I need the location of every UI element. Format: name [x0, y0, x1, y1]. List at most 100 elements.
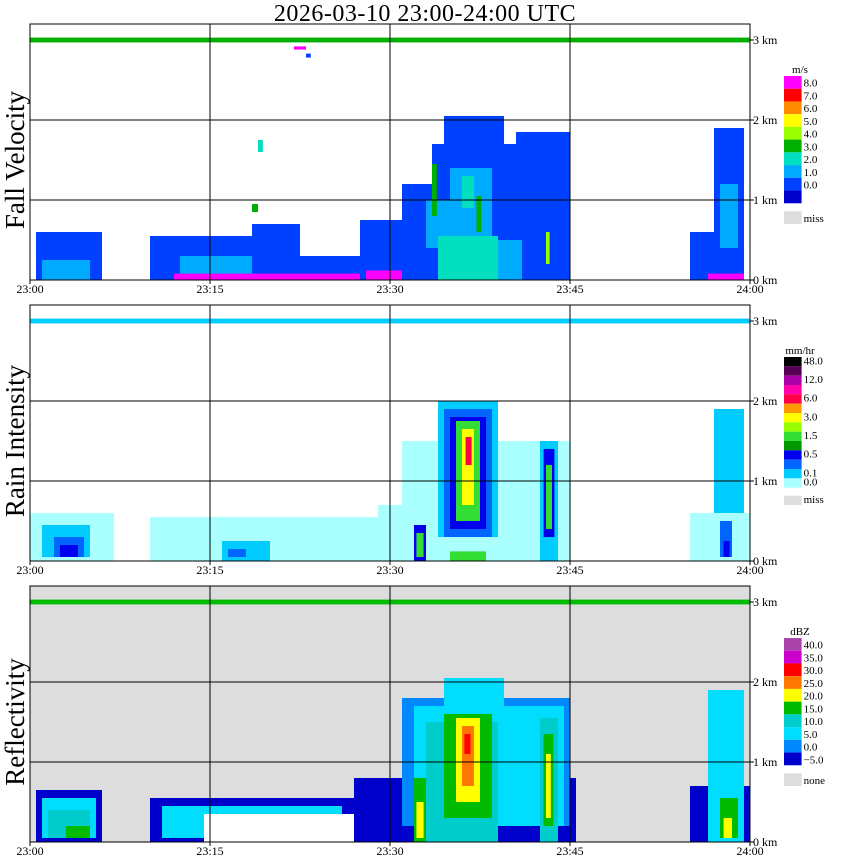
legend-swatch	[784, 431, 802, 441]
data-cell	[438, 236, 498, 280]
panel-1: 23:00 23:15 23:30 23:45 24:000 km 1 km 2 km 3 k…	[16, 304, 824, 577]
data-cell	[366, 270, 402, 280]
data-cell	[465, 437, 472, 465]
legend-swatch	[784, 650, 802, 664]
legend-swatch	[784, 101, 802, 115]
data-cell	[416, 533, 424, 557]
legend-label: 0.0	[804, 477, 818, 489]
legend-label: 15.0	[804, 703, 824, 715]
y-tick-label: 2 km	[753, 113, 778, 127]
legend-label: 5.0	[804, 116, 818, 128]
y-tick-label: 3 km	[753, 33, 778, 47]
y-tick-label: 2 km	[753, 675, 778, 689]
x-tick-label: 24:00	[736, 563, 763, 577]
legend-swatch	[784, 478, 802, 488]
data-cell	[476, 196, 482, 232]
legend-label: 8.0	[804, 78, 818, 90]
data-cell	[174, 273, 366, 280]
legend-swatch	[784, 413, 802, 423]
legend-swatch	[784, 211, 802, 224]
data-cell	[546, 232, 550, 264]
data-cell	[723, 541, 730, 557]
x-tick-label: 23:30	[376, 282, 403, 296]
legend-swatch	[784, 688, 802, 702]
legend-swatch	[784, 495, 802, 505]
legend-label: 10.0	[804, 716, 824, 728]
data-cell	[60, 545, 78, 557]
y-tick-label: 3 km	[753, 595, 778, 609]
data-cell	[546, 754, 551, 818]
legend-unit: m/s	[792, 64, 808, 76]
data-cell	[228, 549, 246, 557]
legend-label: 7.0	[804, 90, 818, 102]
legend-swatch	[784, 152, 802, 166]
data-cell	[416, 802, 424, 838]
x-tick-label: 23:30	[376, 563, 403, 577]
legend-swatch	[784, 76, 802, 89]
legend-label: 40.0	[804, 640, 824, 652]
legend-label: 4.0	[804, 129, 818, 141]
data-cell	[498, 240, 522, 280]
legend-swatch	[784, 177, 802, 191]
x-tick-label: 23:15	[196, 282, 223, 296]
data-cell	[464, 734, 471, 754]
data-cell	[516, 132, 570, 200]
legend-swatch	[784, 701, 802, 715]
panel-0: 23:00 23:15 23:30 23:45 24:000 km 1 km 2 km 3 k…	[16, 23, 824, 296]
y-tick-label: 3 km	[753, 314, 778, 328]
legend-swatch	[784, 714, 802, 728]
legend-swatch	[784, 114, 802, 127]
x-tick-label: 23:45	[556, 563, 583, 577]
legend-swatch	[784, 357, 802, 367]
panel-2: 23:00 23:15 23:30 23:45 24:000 km 1 km 2 km 3 k…	[16, 585, 825, 858]
legend-label: 25.0	[804, 678, 824, 690]
legend-label: 1.5	[804, 430, 818, 442]
legend-label: 48.0	[804, 355, 824, 367]
y-tick-label: 0 km	[753, 835, 778, 849]
legend-swatch	[784, 366, 802, 376]
data-cell	[708, 273, 744, 280]
x-tick-label: 23:30	[376, 844, 403, 858]
y-tick-label: 1 km	[753, 755, 778, 769]
legend-swatch	[784, 676, 802, 689]
legend-swatch	[784, 385, 802, 395]
legend-label: 1.0	[804, 167, 818, 179]
legend-label: 30.0	[804, 665, 824, 677]
legend-label: miss	[804, 213, 824, 225]
legend-swatch	[784, 190, 802, 204]
legend-swatch	[784, 773, 802, 786]
legend-unit: mm/hr	[785, 345, 815, 357]
chart-title: 2026-03-10 23:00-24:00 UTC	[273, 1, 577, 27]
data-cell	[462, 176, 474, 208]
x-tick-label: 24:00	[736, 844, 763, 858]
legend-label: 3.0	[804, 411, 818, 423]
legend-swatch	[784, 450, 802, 460]
legend-label: −5.0	[804, 754, 824, 766]
legend-swatch	[784, 88, 802, 102]
legend-swatch	[784, 126, 802, 140]
legend-label: 0.0	[804, 180, 818, 192]
legend-swatch	[784, 441, 802, 451]
y-tick-label: 1 km	[753, 193, 778, 207]
y-tick-label: 0 km	[753, 554, 778, 568]
data-cell	[723, 818, 732, 838]
legend-swatch	[784, 375, 802, 385]
legend-label: 3.0	[804, 141, 818, 153]
legend-label: 5.0	[804, 729, 818, 741]
data-cell	[294, 46, 306, 50]
legend-label: 12.0	[804, 374, 824, 386]
legend-unit: dBZ	[790, 626, 810, 638]
x-tick-label: 23:15	[196, 844, 223, 858]
data-cell	[306, 53, 311, 58]
legend-label: 6.0	[804, 393, 818, 405]
legend-swatch	[784, 139, 802, 153]
data-cell	[714, 409, 744, 513]
data-cell	[432, 164, 437, 216]
legend-label: 0.5	[804, 449, 818, 461]
data-cell	[204, 814, 354, 842]
legend-swatch	[784, 394, 802, 404]
data-cell	[450, 551, 486, 561]
x-tick-label: 23:00	[16, 563, 43, 577]
legend-label: 35.0	[804, 652, 824, 664]
